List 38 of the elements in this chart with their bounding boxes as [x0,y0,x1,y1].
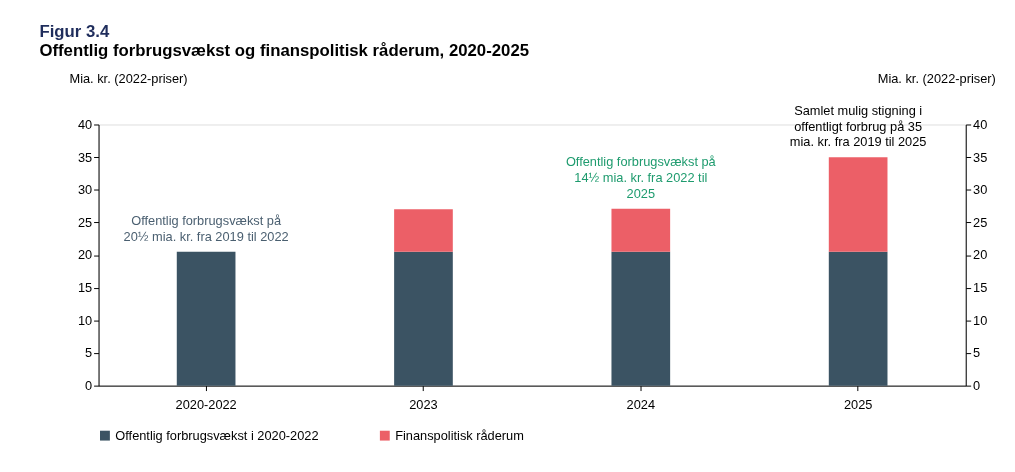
y2-tick-label: 15 [973,280,988,296]
bar [394,251,453,386]
y2-tick-label: 30 [973,182,988,198]
x-tick-label: 2024 [626,396,656,412]
legend-label: Offentlig forbrugsvækst i 2020-2022 [115,427,319,443]
bar [611,208,671,252]
x-tick-label: 2023 [409,396,438,412]
x-tick-label: 2020-2022 [175,396,237,412]
y2-tick-label: 40 [973,116,988,132]
chart-subtitle: Offentlig forbrugsvækst og finanspolitisk råderum, 2020-2025 [39,41,530,61]
y2-tick-label: 0 [973,378,981,394]
y-axis-title: Mia. kr. (2022-priser) [69,70,188,86]
annotation: Offentlig forbrugsvækst på 14½ mia. kr. fra 2022 til 2025 [565,154,717,201]
annotation: Samlet mulig stigning i offentligt forbrug på 35 mia. kr. fra 2019 til 2025 [789,102,927,150]
x-tick-label: 2025 [843,396,873,412]
bar [611,251,671,386]
bar [394,209,453,252]
y-tick-label: 10 [77,312,93,328]
chart-title: Figur 3.4 [39,21,110,41]
y-tick-label: 30 [77,182,93,198]
bar [828,157,888,252]
y-tick-label: 0 [85,378,93,394]
y2-tick-label: 25 [973,214,988,230]
bar [176,251,236,386]
y2-tick-label: 20 [973,247,988,263]
y-tick-label: 15 [77,280,93,296]
y-tick-label: 25 [77,214,93,230]
y-tick-label: 5 [85,345,93,361]
bar [828,251,888,386]
y-tick-label: 40 [77,116,93,132]
y2-tick-label: 5 [973,345,981,361]
y-tick-label: 20 [77,247,93,263]
annotation: Offentlig forbrugsvækst på 20½ mia. kr. fra 2019 til 2022 [123,213,289,244]
legend-label: Finanspolitisk råderum [395,427,524,443]
y-tick-label: 35 [77,149,93,165]
y2-tick-label: 35 [973,149,988,165]
y2-axis-title: Mia. kr. (2022-priser) [877,70,996,86]
y2-tick-label: 10 [973,312,988,328]
